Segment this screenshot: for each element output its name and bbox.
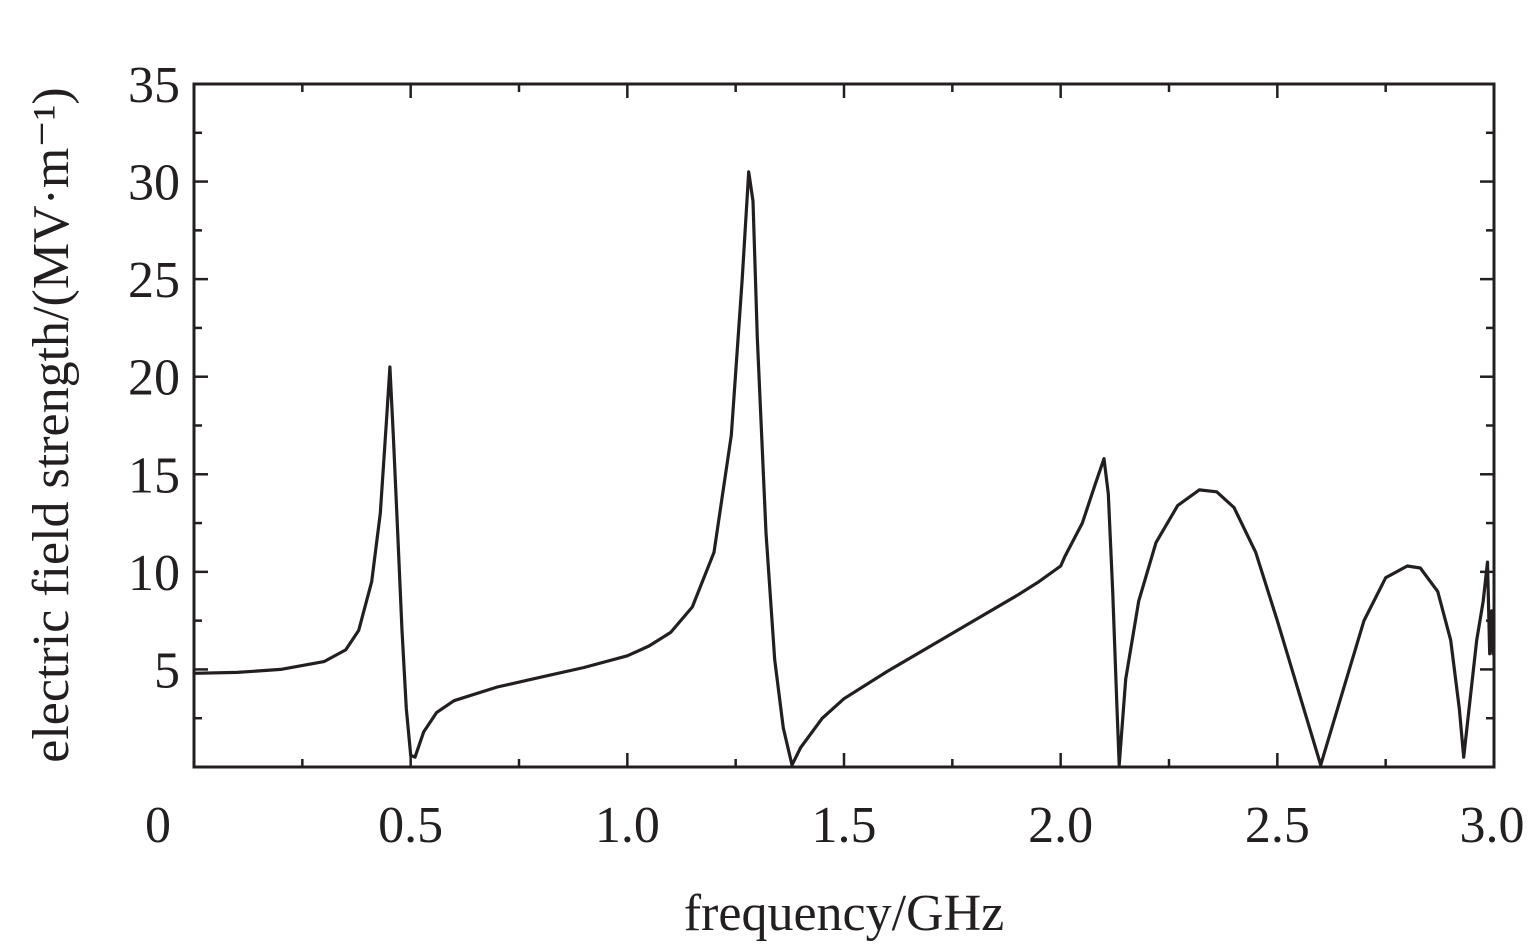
y-tick-label: 20 (128, 350, 180, 407)
x-tick-label: 1.0 (595, 797, 660, 854)
axis-ticks (192, 82, 1496, 769)
y-tick-label: 10 (128, 545, 180, 602)
x-tick-label: 1.5 (812, 797, 877, 854)
x-tick-label: 2.5 (1245, 797, 1310, 854)
x-tick-label: 0 (145, 797, 171, 854)
x-axis-label: frequency/GHz (684, 885, 1005, 942)
y-tick-label: 35 (128, 57, 180, 114)
x-tick-label: 3.0 (1460, 797, 1525, 854)
y-tick-label: 15 (128, 447, 180, 504)
y-tick-label: 25 (128, 252, 180, 309)
x-tick-labels: 0 0.5 1.0 1.5 2.0 2.5 3.0 (145, 797, 1525, 854)
y-tick-label: 30 (128, 155, 180, 212)
y-axis-label: electric field strength/(MV·m⁻¹) (23, 87, 80, 762)
x-tick-label: 0.5 (378, 797, 443, 854)
y-tick-labels: 5 10 15 20 25 30 35 (128, 57, 180, 699)
x-tick-label: 2.0 (1028, 797, 1093, 854)
series-line (192, 170, 1495, 767)
y-tick-label: 5 (154, 642, 180, 699)
plot-frame (192, 82, 1496, 769)
